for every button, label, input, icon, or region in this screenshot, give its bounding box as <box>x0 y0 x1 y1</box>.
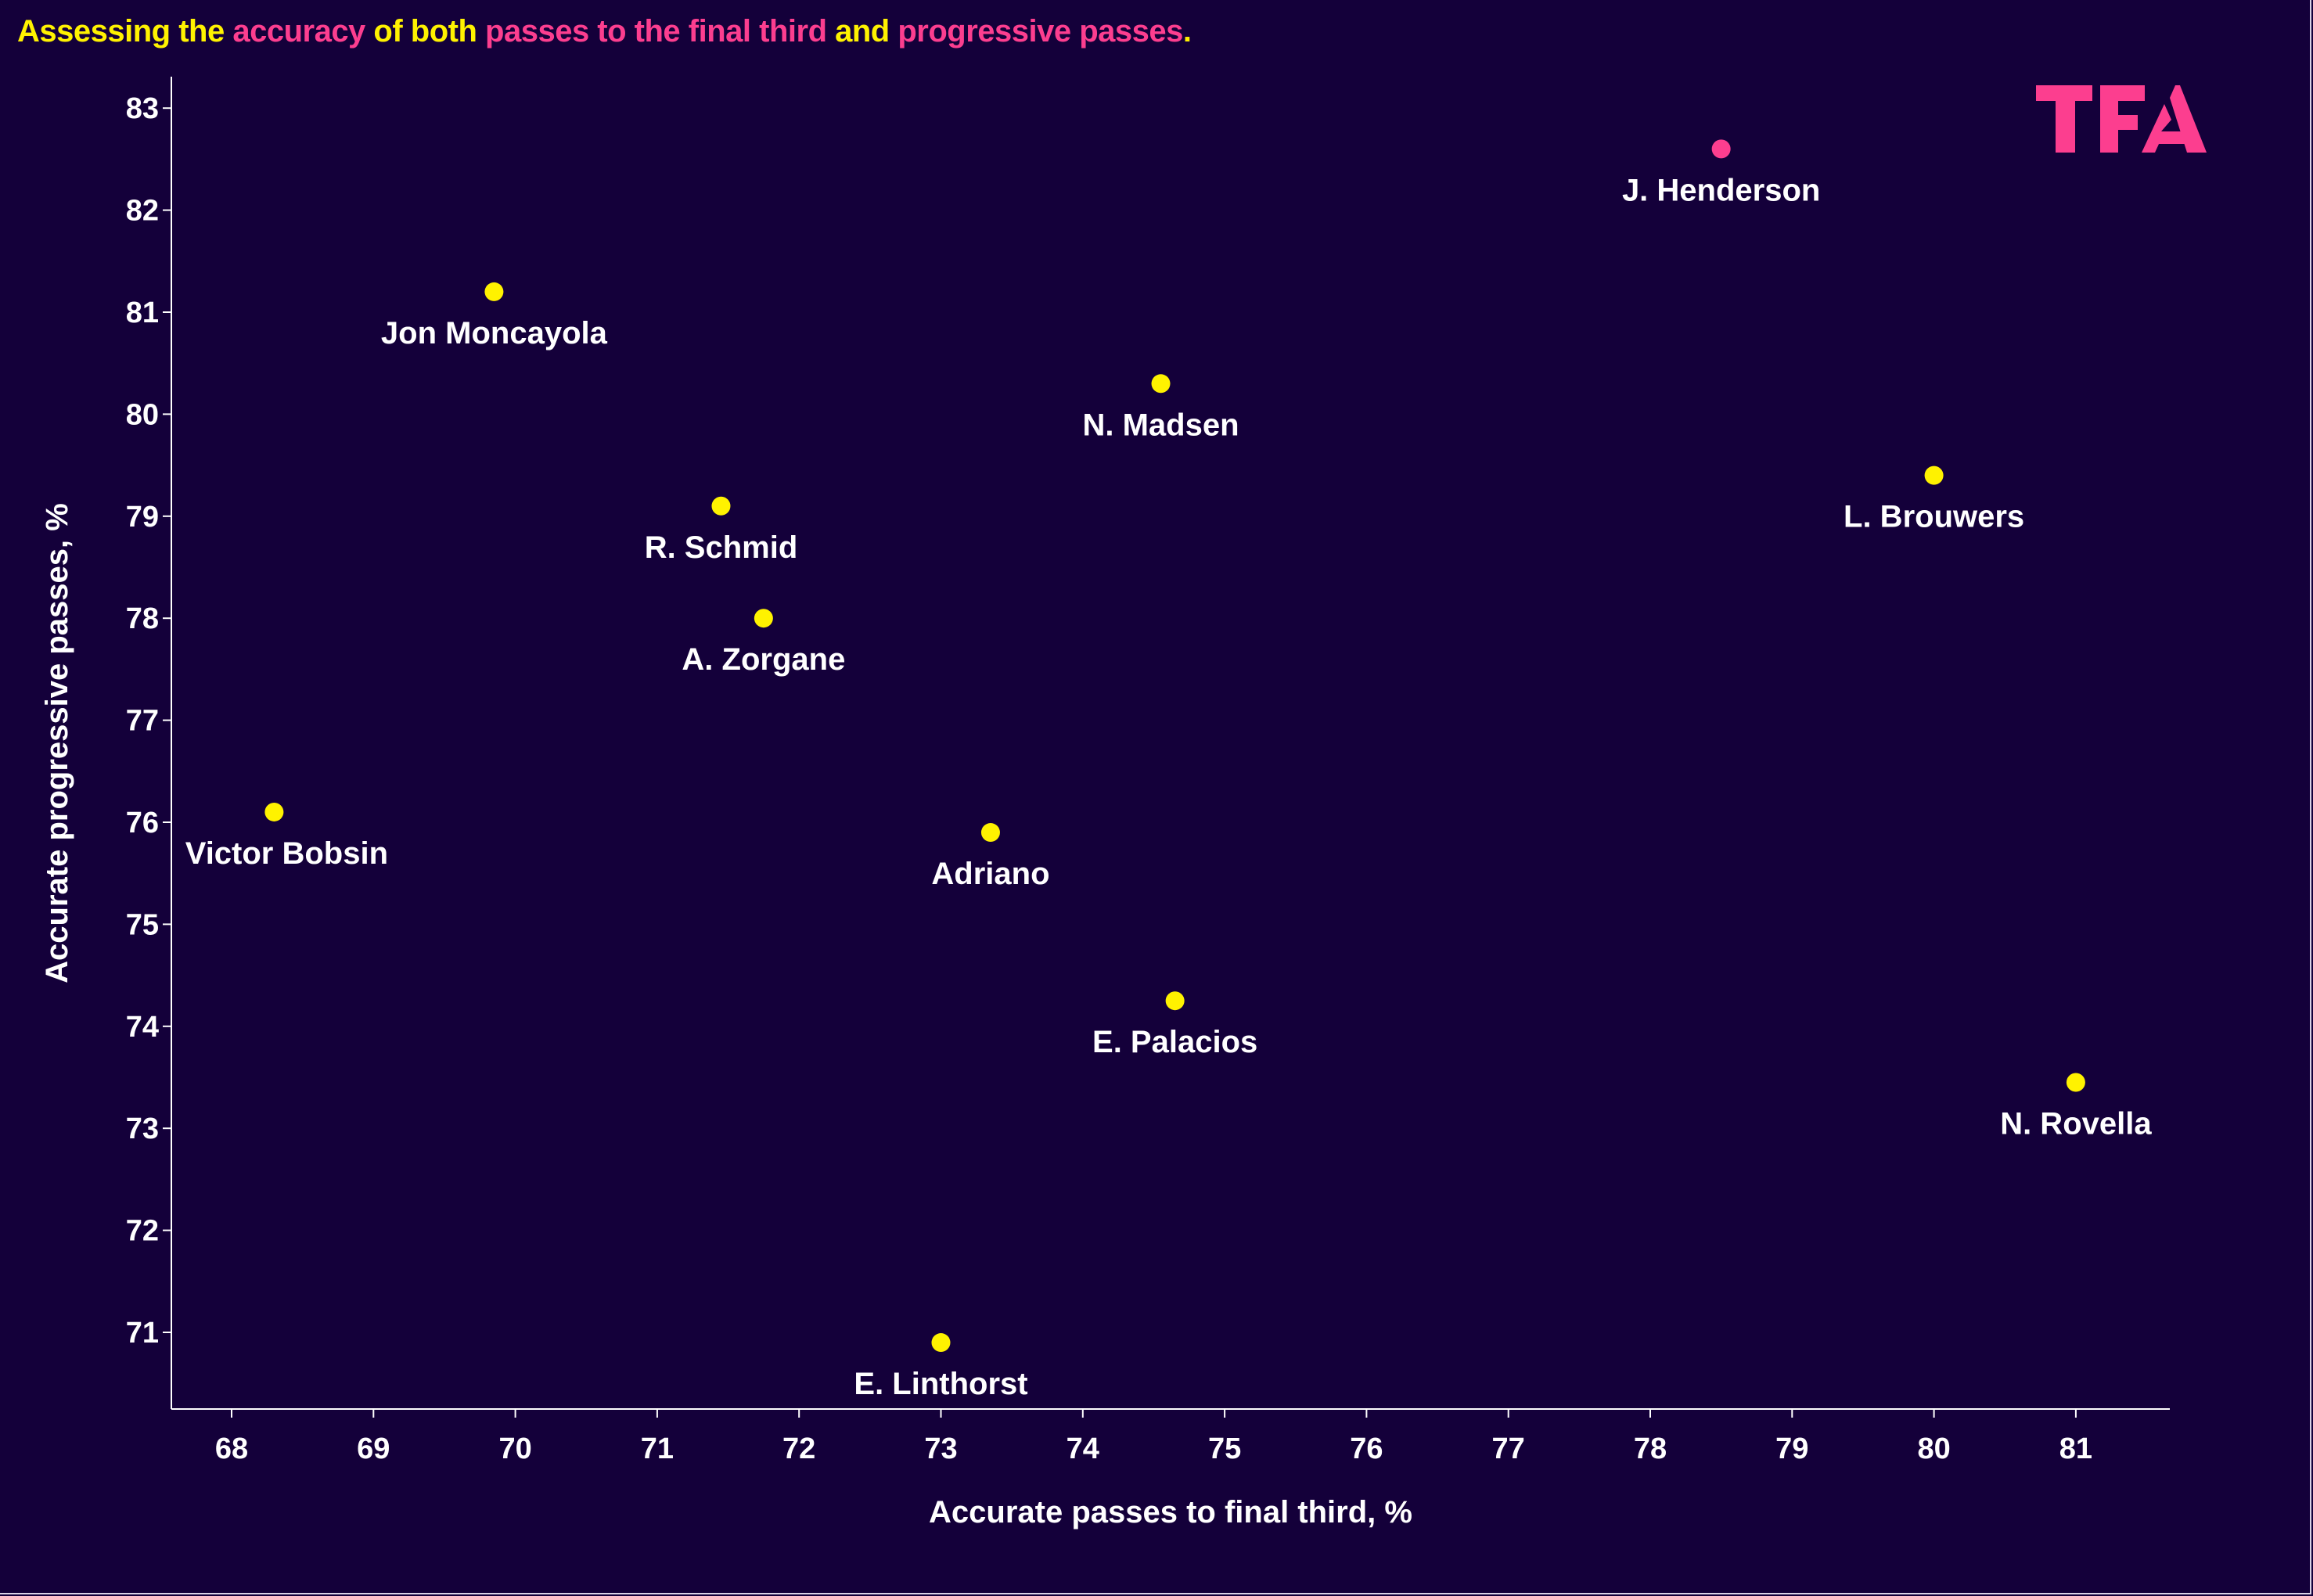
data-point <box>1165 991 1185 1011</box>
data-point-label: Jon Moncayola <box>381 316 608 350</box>
x-tick-label: 79 <box>1775 1432 1808 1465</box>
data-point-label: E. Linthorst <box>854 1367 1027 1401</box>
data-point-group: L. Brouwers <box>1844 466 2024 534</box>
axes: 68 69 70 71 72 73 74 75 76 77 78 79 80 81 71 72 73 74 75 76… <box>126 77 2170 1465</box>
x-tick-label: 68 <box>215 1432 248 1465</box>
title-segment: . <box>1182 14 1192 49</box>
x-tick-label: 80 <box>1917 1432 1950 1465</box>
data-point-group: Adriano <box>931 823 1050 891</box>
x-axis-label: Accurate passes to final third, % <box>929 1495 1412 1530</box>
data-point-group: Victor Bobsin <box>185 802 388 871</box>
data-point <box>1711 139 1731 159</box>
y-tick-label: 73 <box>126 1113 159 1145</box>
x-tick-label: 73 <box>924 1432 957 1465</box>
data-point-label: N. Rovella <box>2000 1107 2152 1141</box>
data-point-label: A. Zorgane <box>682 642 845 677</box>
data-point-label: Victor Bobsin <box>185 836 388 871</box>
y-tick-label: 74 <box>126 1011 159 1044</box>
data-point <box>2066 1073 2085 1092</box>
data-point-label: Adriano <box>931 857 1049 891</box>
title-segment: accuracy <box>232 14 365 49</box>
data-point-group: A. Zorgane <box>682 609 845 677</box>
title-segment: Assessing the <box>17 14 233 49</box>
data-point <box>484 282 504 301</box>
data-point-group: R. Schmid <box>645 496 798 565</box>
data-point <box>980 823 1000 843</box>
chart-title: Assessing the accuracy of both passes to… <box>17 14 1192 49</box>
x-tick-label: 77 <box>1492 1432 1525 1465</box>
data-points: J. Henderson Jon Moncayola N. Madsen L. Bro… <box>185 139 2152 1401</box>
data-point-group: E. Palacios <box>1092 991 1257 1059</box>
data-point-label: E. Palacios <box>1092 1025 1257 1059</box>
title-segment: of both <box>365 14 486 49</box>
data-point-label: N. Madsen <box>1082 408 1239 442</box>
x-tick-label: 78 <box>1634 1432 1667 1465</box>
y-tick-label: 75 <box>126 908 159 941</box>
data-point-label: R. Schmid <box>645 530 798 565</box>
title-segment: and <box>826 14 898 49</box>
y-tick-label: 77 <box>126 705 159 738</box>
data-point-label: L. Brouwers <box>1844 500 2024 534</box>
x-tick-label: 72 <box>782 1432 815 1465</box>
y-tick-label: 78 <box>126 602 159 635</box>
y-tick-label: 71 <box>126 1317 159 1350</box>
y-tick-label: 82 <box>126 195 159 228</box>
x-tick-label: 81 <box>2059 1432 2092 1465</box>
y-tick-label: 72 <box>126 1215 159 1248</box>
y-tick-label: 79 <box>126 501 159 534</box>
y-tick-label: 81 <box>126 297 159 329</box>
data-point <box>711 496 731 516</box>
x-tick-label: 70 <box>498 1432 531 1465</box>
data-point <box>1924 466 1944 485</box>
data-point-group: N. Madsen <box>1082 374 1239 442</box>
x-tick-label: 71 <box>641 1432 674 1465</box>
y-axis-label: Accurate progressive passes, % <box>40 503 74 983</box>
data-point <box>754 609 773 628</box>
y-tick-label: 76 <box>126 807 159 839</box>
data-point <box>264 802 284 821</box>
data-point <box>1151 374 1171 394</box>
data-point <box>931 1333 951 1353</box>
x-tick-label: 69 <box>357 1432 390 1465</box>
y-tick-label: 83 <box>126 92 159 125</box>
data-point-group: Jon Moncayola <box>381 282 608 350</box>
tfa-logo <box>2036 85 2207 153</box>
data-point-label: J. Henderson <box>1622 173 1820 207</box>
y-tick-label: 80 <box>126 398 159 431</box>
x-tick-label: 75 <box>1208 1432 1241 1465</box>
data-point-group: N. Rovella <box>2000 1073 2152 1141</box>
data-point-group: E. Linthorst <box>854 1333 1028 1401</box>
title-segment: progressive passes <box>898 14 1183 49</box>
x-tick-label: 76 <box>1350 1432 1383 1465</box>
title-segment: passes to the final third <box>485 14 827 49</box>
data-point-group: J. Henderson <box>1622 139 1820 207</box>
x-tick-label: 74 <box>1067 1432 1099 1465</box>
